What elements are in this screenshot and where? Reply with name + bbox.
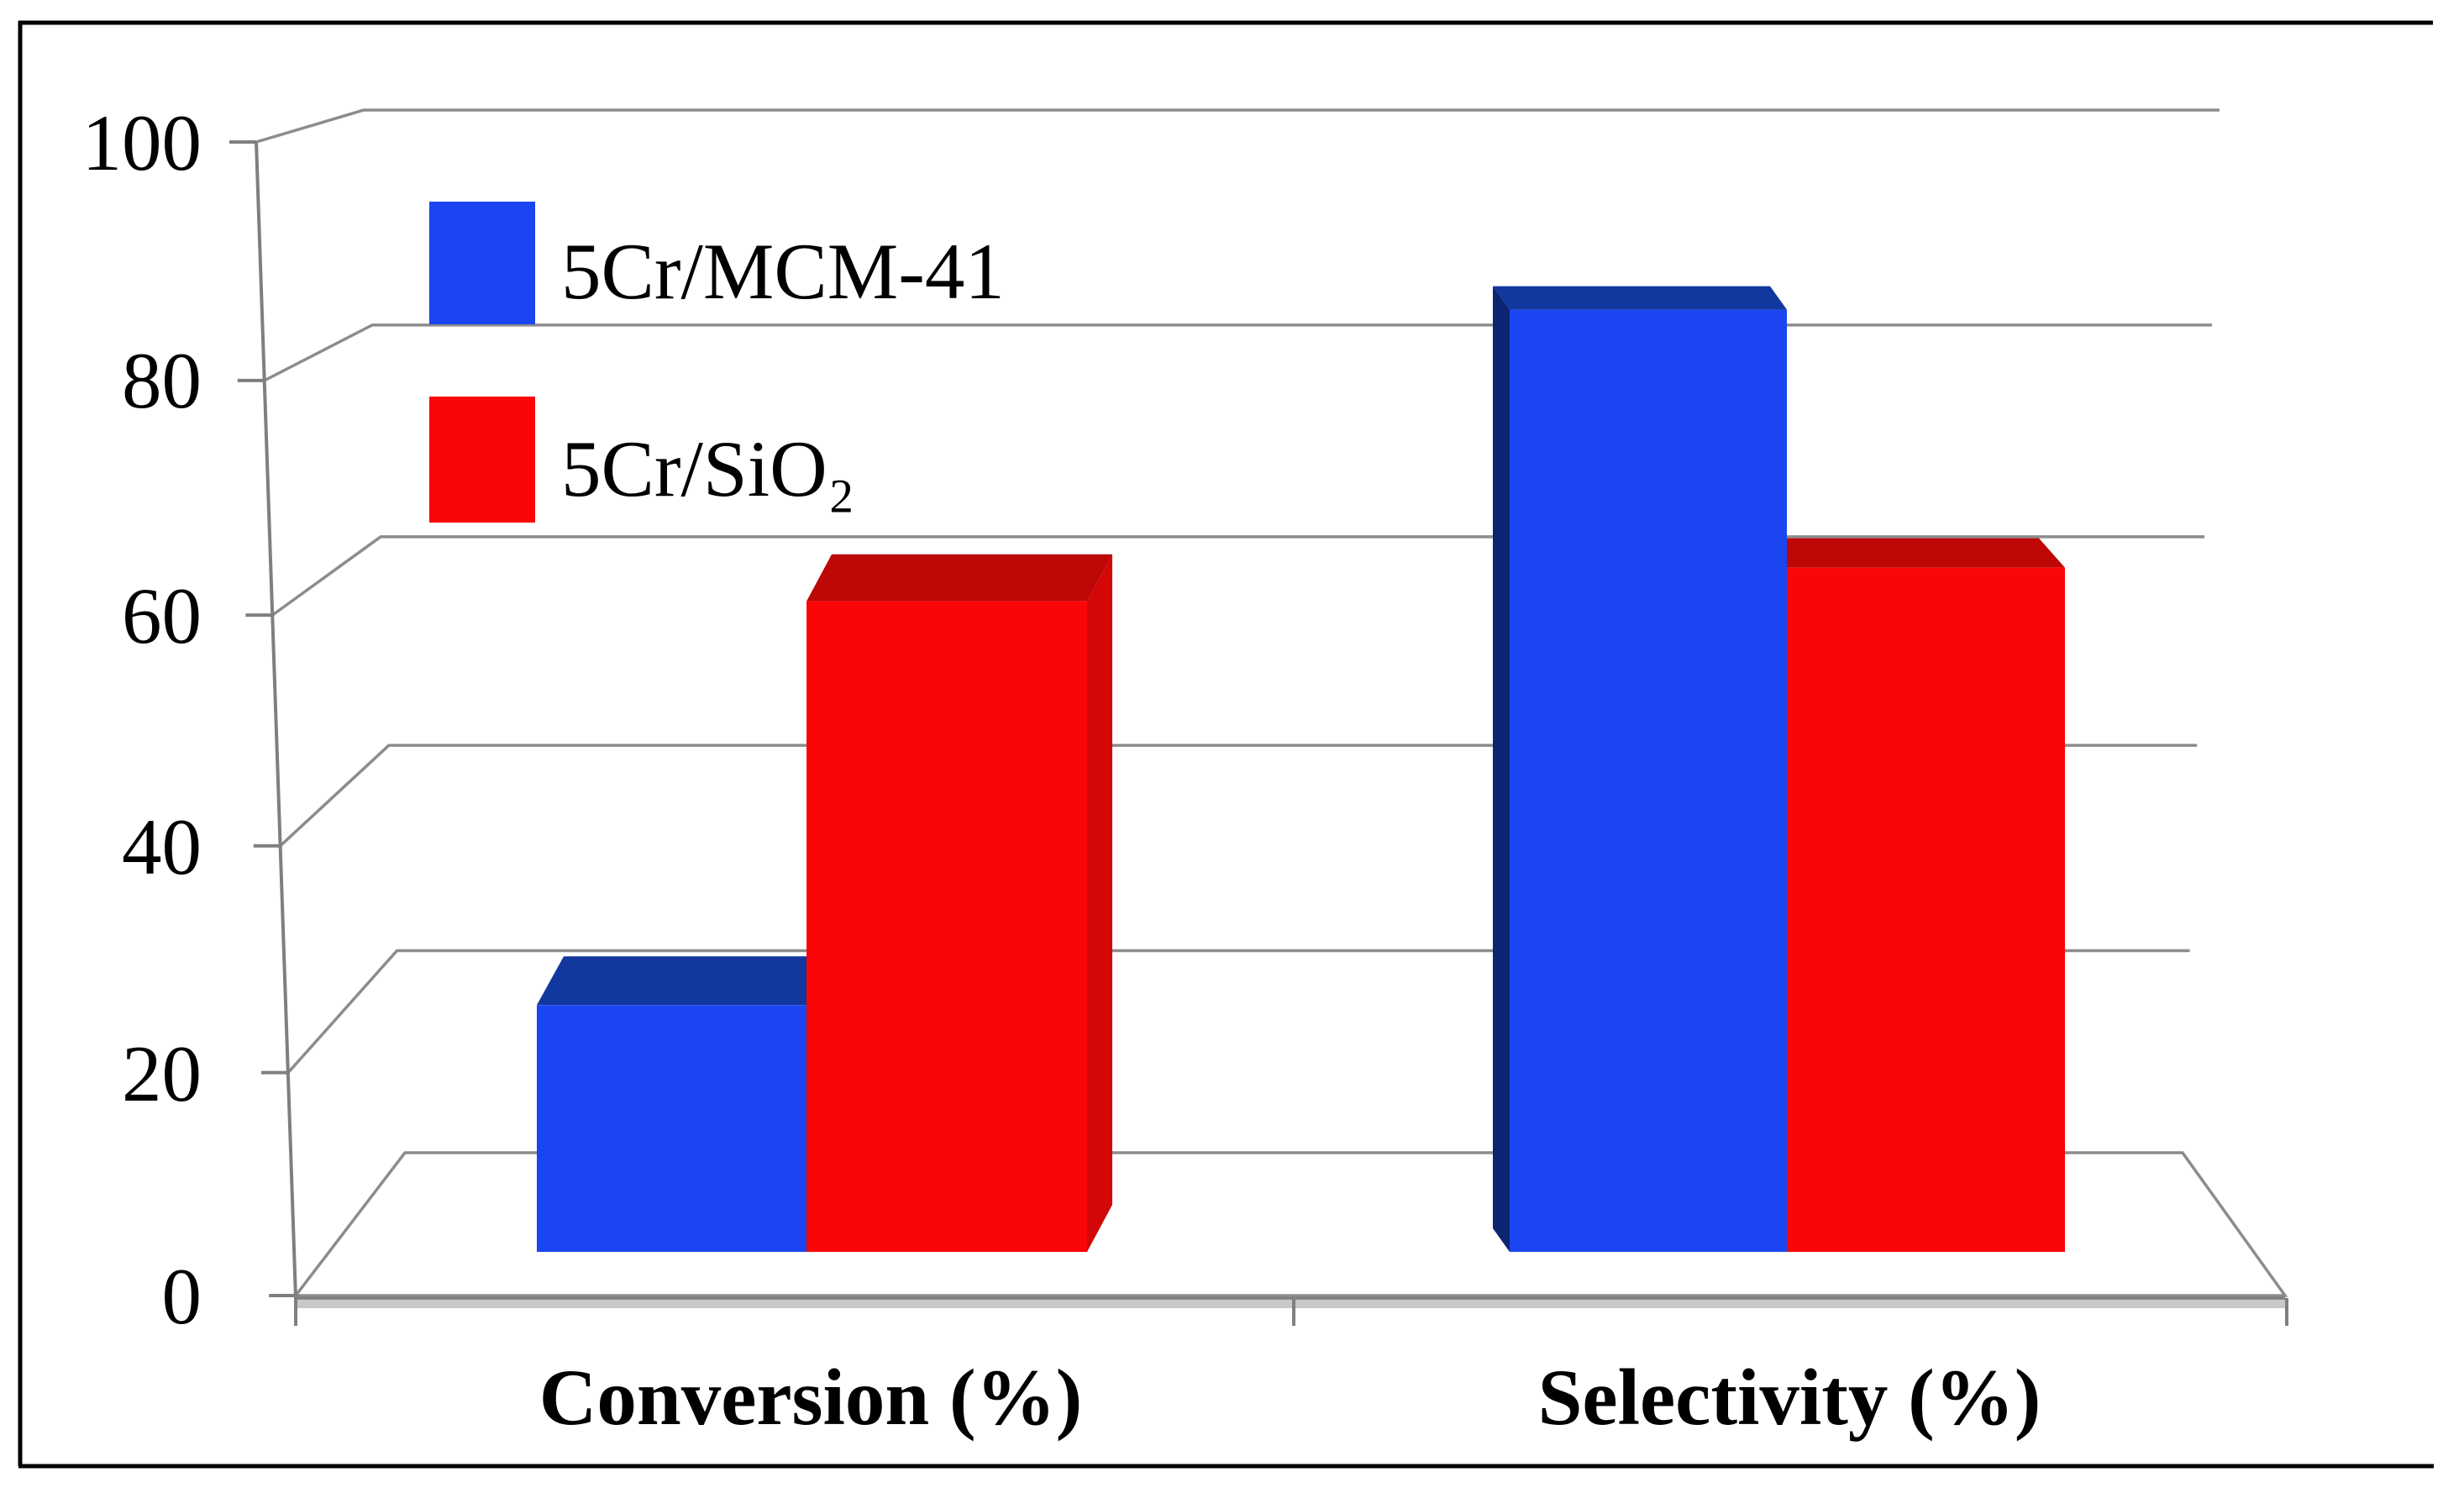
figure-border — [18, 20, 2434, 1469]
y-tick-label-60: 60 — [122, 571, 202, 660]
category-axis-labels: Conversion (%) Selectivity (%) — [539, 1353, 2041, 1442]
bar-conversion-5cr-sio-side-face — [1087, 554, 1112, 1252]
y-tick-label-80: 80 — [122, 336, 202, 425]
bar-selectivity-5cr-sio-top-face — [1761, 538, 2065, 568]
y-axis-line — [255, 141, 297, 1299]
bar-conversion-5cr-sio-top-face — [806, 554, 1112, 602]
chart-floor — [292, 1151, 2288, 1297]
plot-geometry — [229, 108, 2288, 1326]
y-tick-label-0: 0 — [162, 1252, 202, 1341]
legend: 5Cr/MCM-41 5Cr/SiO₂ — [429, 202, 1005, 523]
chart-floor-front-edge — [296, 1299, 2285, 1308]
gridline-80 — [263, 323, 2212, 382]
gridline-100 — [255, 108, 2220, 144]
bar-selectivity-5cr-mcm-41-side-face — [1493, 286, 1510, 1253]
legend-swatch-5cr-sio2 — [429, 397, 535, 523]
y-axis-labels: 100 80 60 40 20 0 — [82, 98, 202, 1341]
bar-selectivity-5cr-sio — [1787, 567, 2065, 1252]
category-label-conversion: Conversion (%) — [539, 1353, 1083, 1442]
y-tick-label-40: 40 — [122, 802, 202, 891]
bar-conversion-5cr-mcm-41 — [537, 1005, 806, 1252]
y-tick-label-20: 20 — [122, 1029, 202, 1118]
y-tick-label-100: 100 — [82, 98, 202, 187]
legend-swatch-5cr-mcm-41 — [429, 202, 535, 324]
bar-conversion-5cr-sio — [806, 601, 1087, 1252]
legend-label-5cr-sio2: 5Cr/SiO₂ — [561, 424, 855, 513]
category-label-selectivity: Selectivity (%) — [1538, 1353, 2041, 1442]
bar-conversion-5cr-mcm-41-top-face — [537, 956, 833, 1006]
bar-selectivity-5cr-mcm-41-top-face — [1493, 286, 1787, 310]
legend-label-5cr-mcm-41: 5Cr/MCM-41 — [561, 227, 1005, 316]
bar-selectivity-5cr-mcm-41 — [1510, 309, 1787, 1253]
